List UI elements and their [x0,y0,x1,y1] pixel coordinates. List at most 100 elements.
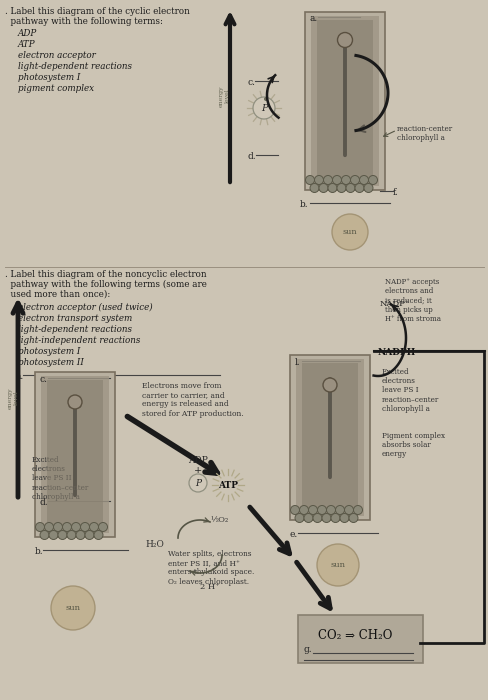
Text: photosystem I: photosystem I [18,73,80,82]
Text: . Label this diagram of the cyclic electron: . Label this diagram of the cyclic elect… [5,7,189,16]
Text: used more than once):: used more than once): [5,290,110,299]
Text: a.: a. [309,14,318,23]
Circle shape [327,183,336,192]
Text: P: P [260,104,267,113]
Circle shape [332,176,341,185]
Circle shape [350,176,359,185]
Text: Excited
electrons
leave PS I
reaction–center
chlorophyll a: Excited electrons leave PS I reaction–ce… [381,368,438,413]
Circle shape [339,514,348,522]
Text: ½O₂: ½O₂ [209,516,228,524]
Text: sun: sun [330,561,345,569]
Text: pigment complex: pigment complex [18,84,94,93]
Text: . Label this diagram of the noncyclic electron: . Label this diagram of the noncyclic el… [5,270,206,279]
Text: b.: b. [35,547,43,556]
Text: ADP: ADP [18,29,37,38]
Text: pathway with the following terms:: pathway with the following terms: [5,17,163,26]
Bar [316,20,372,182]
Bar [289,355,369,520]
Circle shape [53,522,62,531]
Circle shape [363,183,372,192]
Circle shape [264,97,267,101]
Text: Excited
electrons
leave PS II
reaction–center
chlorophyll a: Excited electrons leave PS II reaction–c… [32,456,89,500]
Text: ADP: ADP [188,456,207,465]
Text: e.: e. [289,530,298,539]
Text: light-dependent reactions: light-dependent reactions [18,325,132,334]
Text: P: P [195,479,201,488]
Text: Water splits, electrons
enter PS II, and H⁺
enters thylakoid space.
O₂ leaves ch: Water splits, electrons enter PS II, and… [168,550,254,586]
Bar [310,16,378,186]
Text: Pigment complex
absorbs solar
energy: Pigment complex absorbs solar energy [381,432,444,458]
Circle shape [304,514,312,522]
Circle shape [331,214,367,250]
Text: sun: sun [65,604,81,612]
Circle shape [309,183,318,192]
Circle shape [81,522,89,531]
Circle shape [312,514,321,522]
Circle shape [346,183,354,192]
Bar [302,363,357,512]
Circle shape [290,505,299,514]
Text: pathway with the following terms (some are: pathway with the following terms (some a… [5,280,206,289]
Bar [295,359,363,516]
Text: c.: c. [247,78,256,87]
Circle shape [71,522,81,531]
Circle shape [330,514,339,522]
Circle shape [68,395,82,409]
Circle shape [305,176,314,185]
Circle shape [353,505,362,514]
Circle shape [299,505,308,514]
Text: NADPH: NADPH [377,348,415,357]
Circle shape [336,183,346,192]
Circle shape [337,32,352,48]
Circle shape [58,531,67,540]
Text: CO₂ ⇒ CH₂O: CO₂ ⇒ CH₂O [318,629,392,642]
Circle shape [62,522,71,531]
Circle shape [341,176,350,185]
Circle shape [44,522,53,531]
Text: electron acceptor (used twice): electron acceptor (used twice) [18,303,152,312]
Circle shape [318,183,327,192]
Text: +: + [193,466,202,475]
Text: light-dependent reactions: light-dependent reactions [18,62,132,71]
Text: photosystem II: photosystem II [18,358,84,367]
Text: energy
level: energy level [218,85,229,107]
Text: Electrons move from
carrier to carrier, and
energy is released and
stored for AT: Electrons move from carrier to carrier, … [142,382,243,418]
Text: c.: c. [40,375,48,384]
Circle shape [294,514,304,522]
Text: photosystem I: photosystem I [18,347,80,356]
Text: reaction-center
chlorophyll a: reaction-center chlorophyll a [396,125,452,142]
Circle shape [49,531,58,540]
Circle shape [94,531,103,540]
Circle shape [348,514,357,522]
Circle shape [76,531,85,540]
Bar [41,376,109,533]
Circle shape [326,505,335,514]
Text: l.: l. [294,358,300,367]
Text: NADP⁺: NADP⁺ [379,300,409,308]
Circle shape [354,183,363,192]
Circle shape [98,522,107,531]
Bar [305,12,384,190]
Text: d.: d. [40,498,48,507]
Text: a.: a. [15,372,23,381]
Bar [297,615,422,663]
Circle shape [317,505,326,514]
Bar [47,380,103,529]
Circle shape [316,544,358,586]
Circle shape [368,176,377,185]
Text: b.: b. [299,200,308,209]
Text: d.: d. [247,152,256,161]
Text: energy
level: energy level [8,387,19,409]
Circle shape [335,505,344,514]
Circle shape [67,531,76,540]
Text: sun: sun [342,228,357,236]
Text: NADP⁺ accepts
electrons and
is reduced; it
then picks up
H⁺ from stroma: NADP⁺ accepts electrons and is reduced; … [384,278,440,323]
Circle shape [323,378,336,392]
Circle shape [51,586,95,630]
Circle shape [252,97,274,119]
Text: g.: g. [304,645,312,654]
Text: f.: f. [392,188,398,197]
Text: electron acceptor: electron acceptor [18,51,96,60]
Text: H₂O: H₂O [145,540,164,549]
Circle shape [189,474,206,492]
